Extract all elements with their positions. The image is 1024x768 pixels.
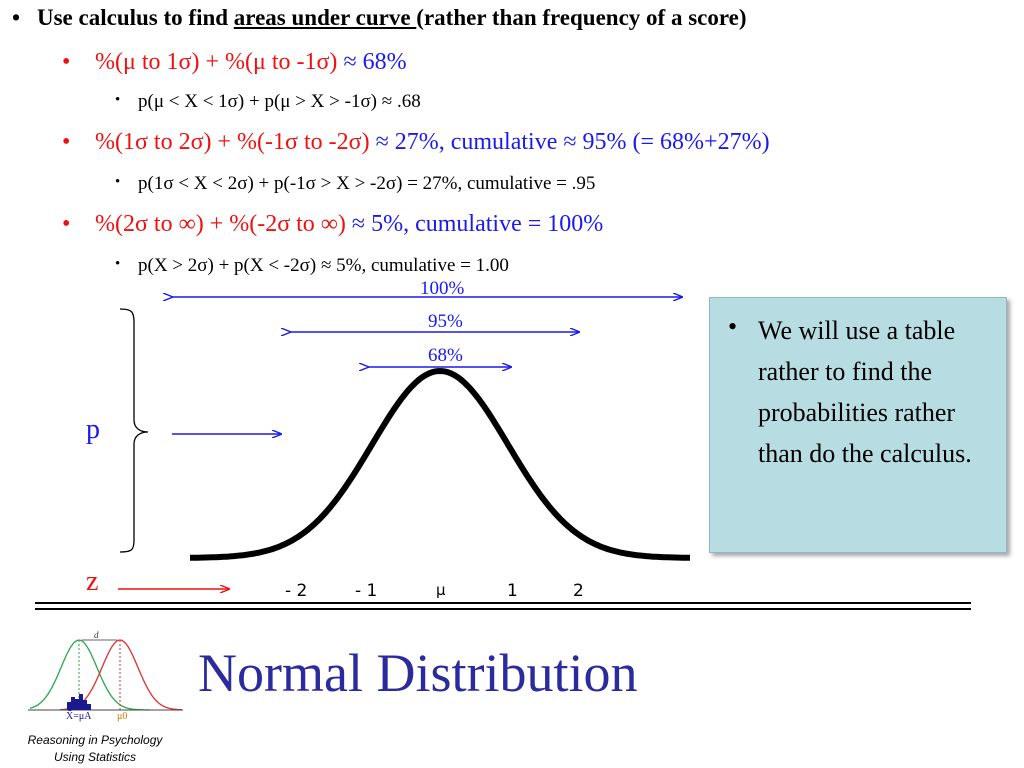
sub-sub-bullet-100: p(X > 2σ) + p(X < -2σ) ≈ 5%, cumulative … bbox=[138, 255, 509, 276]
sub-sub-bullet-68: p(μ < X < 1σ) + p(μ > X > -1σ) ≈ .68 bbox=[138, 91, 421, 112]
range-label-68: 68% bbox=[428, 345, 463, 366]
sub-bullet-100: %(2σ to ∞) + %(-2σ to ∞) ≈ 5%, cumulativ… bbox=[95, 211, 603, 238]
range-label-95: 95% bbox=[428, 311, 463, 332]
sub-bullet-68: %(μ to 1σ) + %(μ to -1σ) ≈ 68% bbox=[95, 49, 407, 76]
logo-graphic bbox=[28, 639, 183, 711]
main-bullet: Use calculus to find areas under curve (… bbox=[37, 5, 747, 31]
bullet-marker: • bbox=[62, 129, 71, 155]
callout-text: We will use a table rather to find the p… bbox=[758, 316, 972, 468]
p-brace bbox=[119, 308, 149, 553]
p-label: p bbox=[86, 414, 100, 445]
z-tick-label: 1 bbox=[507, 581, 518, 601]
logo-caption: Reasoning in Psychology Using Statistics bbox=[0, 732, 190, 766]
main-bullet-prefix: Use calculus to find bbox=[37, 5, 234, 30]
bullet-marker: • bbox=[62, 211, 71, 237]
z-tick-label: μ bbox=[436, 581, 446, 599]
bullet-marker: • bbox=[115, 256, 121, 272]
logo-caption-line2: Using Statistics bbox=[53, 750, 137, 764]
sub-sub-bullet-95: p(1σ < X < 2σ) + p(-1σ > X > -2σ) = 27%,… bbox=[138, 173, 596, 194]
main-bullet-suffix: (rather than frequency of a score) bbox=[416, 5, 747, 30]
logo-d-label: d bbox=[94, 630, 99, 640]
logo-histogram bbox=[67, 694, 91, 710]
sub-bullet-95-red: %(1σ to 2σ) + %(-1σ to -2σ) bbox=[95, 129, 376, 155]
bullet-marker: • bbox=[62, 49, 71, 75]
bullet-marker: • bbox=[115, 174, 121, 190]
slide-title: Normal Distribution bbox=[198, 643, 638, 703]
sub-bullet-68-blue: ≈ 68% bbox=[343, 49, 407, 75]
sub-bullet-68-red: %(μ to 1σ) + %(μ to -1σ) bbox=[95, 49, 344, 75]
callout-bullet: • bbox=[728, 312, 738, 341]
sub-bullet-100-red: %(2σ to ∞) + %(-2σ to ∞) bbox=[95, 211, 352, 237]
logo-mu0-label: μ0 bbox=[117, 711, 128, 722]
logo-caption-line1: Reasoning in Psychology bbox=[27, 733, 163, 747]
z-tick-label: - 2 bbox=[285, 581, 308, 601]
sub-bullet-100-blue: ≈ 5%, cumulative = 100% bbox=[351, 211, 604, 237]
range-label-100: 100% bbox=[420, 278, 465, 299]
bell-curve-blue bbox=[190, 369, 690, 560]
bell-curve bbox=[189, 368, 691, 561]
logo-green-curve bbox=[29, 639, 150, 711]
callout-box: • We will use a table rather to find the… bbox=[709, 297, 1007, 553]
sub-bullet-95-blue: ≈ 27%, cumulative ≈ 95% (= 68%+27%) bbox=[375, 129, 770, 155]
main-bullet-underlined: areas under curve bbox=[233, 5, 417, 30]
z-tick-label: - 1 bbox=[355, 581, 378, 601]
z-label: z bbox=[86, 566, 99, 597]
z-tick-label: 2 bbox=[573, 581, 584, 601]
sub-bullet-95: %(1σ to 2σ) + %(-1σ to -2σ) ≈ 27%, cumul… bbox=[95, 129, 770, 156]
bullet-marker: • bbox=[12, 5, 21, 30]
logo-xbar-label: X̄=μA bbox=[66, 711, 92, 722]
bullet-marker: • bbox=[115, 92, 121, 108]
